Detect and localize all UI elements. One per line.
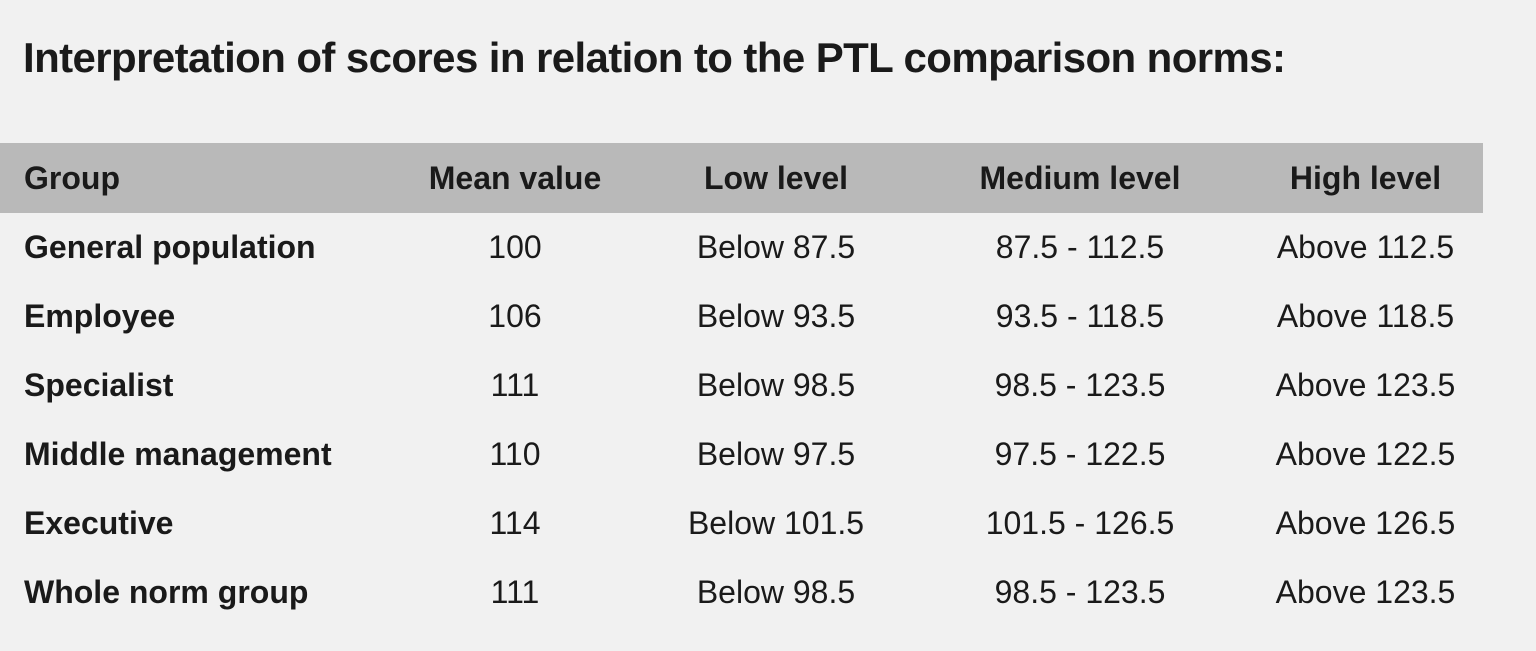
table-header-row: Group Mean value Low level Medium level … <box>0 143 1483 213</box>
cell-low: Below 101.5 <box>687 505 865 541</box>
column-header-mean: Mean value <box>390 143 640 213</box>
cell-mean: 114 <box>489 505 541 541</box>
cell-medium: 101.5 - 126.5 <box>985 505 1175 541</box>
column-header-high: High level <box>1248 143 1483 213</box>
cell-mean: 110 <box>489 436 541 472</box>
cell-high: Above 126.5 <box>1275 505 1456 541</box>
cell-low: Below 98.5 <box>696 367 856 403</box>
table-row: Executive 114 Below 101.5 101.5 - 126.5 Abov… <box>0 489 1483 558</box>
cell-high: Above 112.5 <box>1276 229 1455 265</box>
cell-mean: 111 <box>490 574 540 610</box>
table-row: Middle management 110 Below 97.5 97.5 - 122… <box>0 420 1483 489</box>
cell-group: General population <box>24 229 316 265</box>
column-header-medium: Medium level <box>912 143 1248 213</box>
cell-group: Executive <box>24 505 174 541</box>
table-header: Group Mean value Low level Medium level … <box>0 143 1483 213</box>
cell-low: Below 97.5 <box>696 436 856 472</box>
cell-high: Above 118.5 <box>1276 298 1455 334</box>
cell-medium: 98.5 - 123.5 <box>994 367 1166 403</box>
column-header-group: Group <box>0 143 390 213</box>
column-header-low: Low level <box>640 143 912 213</box>
cell-group: Specialist <box>24 367 174 403</box>
norms-table: Group Mean value Low level Medium level … <box>0 143 1483 627</box>
cell-low: Below 98.5 <box>696 574 856 610</box>
table-row: General population 100 Below 87.5 87.5 - 11… <box>0 213 1483 282</box>
cell-mean: 111 <box>490 367 540 403</box>
cell-group: Middle management <box>24 436 332 472</box>
table-body: General population 100 Below 87.5 87.5 - 11… <box>0 213 1483 627</box>
table-row: Whole norm group 111 Below 98.5 98.5 - 123.… <box>0 558 1483 627</box>
cell-low: Below 87.5 <box>696 229 856 265</box>
cell-medium: 93.5 - 118.5 <box>995 298 1165 334</box>
table-row: Specialist 111 Below 98.5 98.5 - 123.5 Above… <box>0 351 1483 420</box>
table-row: Employee 106 Below 93.5 93.5 - 118.5 Above 1… <box>0 282 1483 351</box>
page-title: Interpretation of scores in relation to … <box>23 34 1286 81</box>
cell-medium: 98.5 - 123.5 <box>994 574 1166 610</box>
cell-group: Whole norm group <box>24 574 309 610</box>
cell-mean: 100 <box>488 229 542 265</box>
cell-group: Employee <box>24 298 176 334</box>
cell-mean: 106 <box>488 298 542 334</box>
cell-medium: 97.5 - 122.5 <box>994 436 1166 472</box>
cell-high: Above 122.5 <box>1275 436 1456 472</box>
cell-high: Above 123.5 <box>1275 367 1456 403</box>
cell-low: Below 93.5 <box>696 298 856 334</box>
cell-high: Above 123.5 <box>1275 574 1456 610</box>
cell-medium: 87.5 - 112.5 <box>995 229 1165 265</box>
